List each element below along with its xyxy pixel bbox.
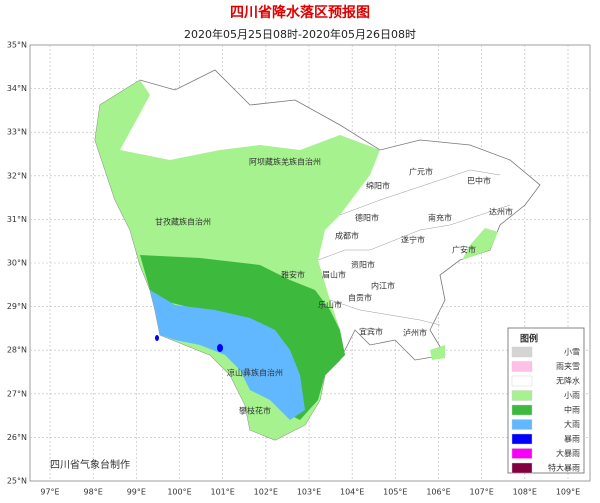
lat-label: 30°N [7, 259, 27, 268]
lat-label: 28°N [7, 346, 27, 355]
lon-label: 109°E [556, 488, 580, 497]
legend-label: 特大暴雨 [548, 463, 580, 473]
credit: 四川省气象台制作 [50, 458, 130, 471]
legend-label: 小雪 [564, 348, 580, 357]
lon-label: 99°E [127, 488, 146, 497]
lon-label: 106°E [426, 488, 450, 497]
region-label: 德阳市 [355, 213, 379, 223]
region-label: 广安市 [452, 245, 476, 255]
legend-title: 图例 [520, 333, 538, 345]
region-label: 遂宁市 [401, 235, 425, 245]
lon-label: 102°E [254, 488, 278, 497]
lat-label: 25°N [7, 477, 27, 486]
city-boundary [339, 169, 501, 216]
lat-label: 26°N [7, 433, 27, 442]
legend-swatch [511, 462, 533, 474]
legend-swatch [511, 390, 533, 401]
lon-label: 107°E [470, 488, 494, 497]
region-label: 攀枝花市 [239, 406, 271, 416]
lon-label: 108°E [513, 488, 537, 497]
region-label: 乐山市 [318, 300, 342, 310]
lat-label: 32°N [7, 171, 27, 180]
legend-swatch [511, 361, 533, 372]
lat-label: 31°N [7, 215, 27, 224]
lon-label: 100°E [167, 488, 191, 497]
region-label: 巴中市 [467, 176, 491, 186]
region-label: 凉山彝族自治州 [227, 368, 283, 378]
region-label: 雅安市 [281, 270, 305, 280]
region-label: 资阳市 [351, 260, 375, 270]
region-label: 自贡市 [348, 293, 372, 303]
legend-label: 暴雨 [564, 435, 580, 444]
legend-label: 大暴雨 [556, 448, 580, 458]
lat-label: 33°N [7, 128, 27, 137]
region-label: 宜宾市 [359, 327, 383, 337]
legend-label: 雨夹雪 [556, 361, 580, 371]
city-boundary [317, 204, 511, 261]
heavy-rain-area [150, 290, 305, 420]
region-label: 内江市 [371, 281, 395, 291]
legend-swatch [511, 448, 533, 459]
legend-swatch [511, 404, 533, 416]
lon-label: 97°E [40, 488, 59, 497]
region-label: 成都市 [335, 231, 359, 241]
map-subtitle: 2020年05月25日08时-2020年05月26日08时 [184, 27, 416, 41]
lon-label: 101°E [211, 488, 235, 497]
region-label: 南充市 [428, 213, 452, 223]
province-area [94, 69, 541, 441]
lon-label: 104°E [340, 488, 364, 497]
lat-label: 27°N [7, 389, 27, 398]
region-label: 绵阳市 [366, 181, 390, 191]
region-label: 眉山市 [322, 270, 346, 280]
region-label: 达州市 [489, 207, 513, 217]
legend-swatch [511, 433, 533, 445]
lat-label: 29°N [7, 302, 27, 311]
rainstorm-spot [217, 344, 223, 352]
lon-label: 98°E [84, 488, 103, 497]
lon-label: 103°E [297, 488, 321, 497]
legend-label: 大雨 [564, 419, 580, 429]
rainstorm-spot [155, 335, 159, 341]
light-rain-area [430, 345, 445, 360]
map-title: 四川省降水落区预报图 [230, 4, 370, 21]
legend-label: 无降水 [556, 376, 580, 386]
region-label: 阿坝藏族羌族自治州 [249, 157, 321, 167]
legend-label: 小雨 [564, 391, 580, 400]
region-label: 泸州市 [403, 328, 427, 338]
legend-label: 中雨 [564, 405, 580, 415]
lat-label: 34°N [7, 84, 27, 93]
legend-swatch [511, 346, 533, 358]
light-rain-area [462, 228, 498, 260]
legend-swatch [511, 375, 533, 387]
region-label: 广元市 [409, 167, 433, 177]
lon-label: 105°E [383, 488, 407, 497]
legend-swatch [511, 419, 533, 430]
city-boundary [329, 299, 441, 326]
lat-label: 35°N [7, 41, 27, 50]
region-label: 甘孜藏族自治州 [155, 217, 211, 227]
